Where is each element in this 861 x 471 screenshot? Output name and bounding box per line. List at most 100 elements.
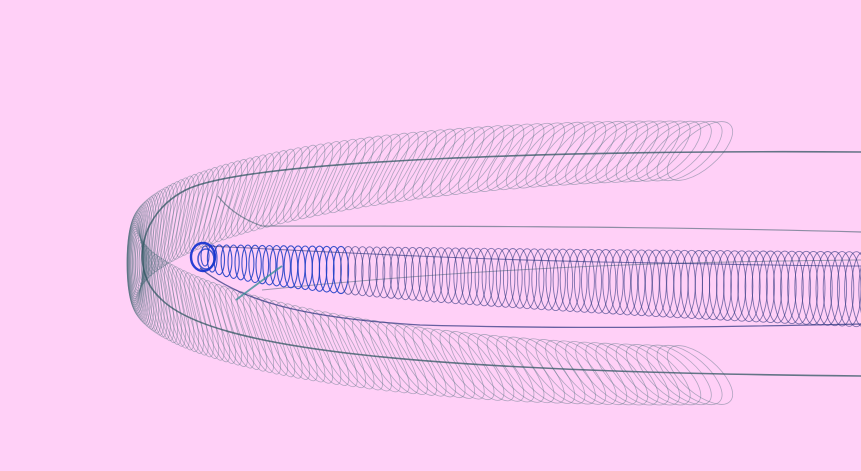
outer-coil-loop [283, 303, 326, 383]
outer-coil-loop [213, 159, 248, 243]
outer-coil-loop [160, 179, 186, 266]
inner-coil-loop [765, 250, 790, 324]
outer-coil-loop [439, 126, 495, 196]
outer-coil-loop [130, 204, 149, 293]
outer-coil-loop [208, 160, 242, 245]
inner-coil-loop [417, 247, 436, 302]
outer-coil-loop [297, 141, 342, 220]
outer-coil-loop [545, 121, 607, 187]
outer-coil-loop [385, 130, 438, 204]
outer-coil-loop [184, 168, 214, 254]
outer-coil-loop [276, 301, 318, 382]
outer-coil-loop [131, 235, 151, 324]
inner-coil-loop [595, 249, 617, 315]
inner-coil-loop [588, 248, 610, 314]
outer-coil-loop [290, 305, 334, 384]
inner-coil-loop [410, 246, 429, 302]
outer-coil-loop [136, 241, 157, 330]
outer-coil-loop [335, 314, 384, 391]
outer-coil-loop [403, 325, 456, 398]
outer-coil-loop [269, 146, 310, 226]
outer-coil-loop [148, 251, 171, 340]
outer-coil-loop [565, 121, 628, 185]
outer-coil-loop [486, 123, 545, 191]
outer-coil-loop [421, 327, 475, 399]
inner-edge-outline [217, 195, 861, 233]
inner-coil-loop [772, 250, 797, 324]
outer-coil-loop [575, 341, 638, 406]
outer-coil-loop [175, 172, 204, 258]
outer-coil-loop [335, 135, 384, 212]
outer-coil-loop [193, 165, 225, 250]
outer-coil-loop [486, 335, 545, 403]
inner-coil-loop [623, 249, 646, 316]
outer-coil-loop [585, 120, 649, 184]
outer-coil-loop [145, 188, 168, 277]
outer-coil-loop [128, 208, 147, 298]
outer-coil-loop [151, 254, 175, 342]
outer-coil-loop [157, 258, 182, 345]
outer-coil-loop [646, 120, 712, 182]
outer-coil-loop [555, 340, 617, 405]
outer-coil-loop [626, 344, 691, 406]
outer-coil-loop [269, 300, 310, 380]
outer-coil-loop [179, 170, 209, 256]
outer-coil-loop [154, 256, 178, 344]
inner-coil-loop [573, 248, 595, 313]
outer-coil-loop [255, 148, 296, 230]
outer-coil-loop [193, 276, 225, 361]
inner-coil-loop [836, 251, 861, 327]
outer-coil-edges [141, 150, 861, 377]
inner-coil-loop [354, 246, 371, 297]
outer-coil-loop [304, 140, 350, 218]
outer-coil-loop [615, 120, 680, 183]
outer-coil-loop [151, 184, 175, 272]
inner-coil-loop [389, 246, 408, 300]
inner-coil-loop [432, 247, 451, 303]
outer-coil-loop [126, 214, 144, 304]
outer-coil-loop [304, 308, 350, 386]
outer-coil-loop [237, 153, 274, 235]
inner-coil-loop [439, 247, 458, 304]
outer-coil-loop [129, 206, 148, 295]
inner-coil-loop [460, 247, 480, 306]
outer-coil-loop [605, 120, 670, 183]
inner-coil-upper-edge [204, 245, 861, 267]
inner-coil-loop [318, 245, 335, 293]
inner-coil-loop [241, 244, 255, 282]
outer-coil-loop [360, 132, 410, 208]
outer-coil-loop [385, 322, 438, 396]
inner-coil-loop [751, 250, 775, 323]
outer-coil-loop [421, 127, 475, 199]
outer-coil-loop [439, 330, 495, 400]
inner-coil-loop [340, 246, 357, 295]
outer-coil-loop [477, 123, 535, 192]
inner-coil-loop [403, 246, 422, 301]
outer-coil-loop [496, 335, 555, 404]
outer-coil-loop [496, 122, 555, 191]
outer-coil-loop [344, 315, 392, 392]
outer-coil-loop [129, 231, 148, 320]
inner-coil-loop [332, 245, 350, 295]
outer-coil-loop [328, 136, 375, 214]
outer-coil-loop [352, 317, 401, 393]
outer-coil-loop [171, 173, 200, 260]
coil-tip-inner-ring [197, 248, 215, 270]
outer-coil-loop [403, 128, 456, 201]
inner-coil-loop [581, 248, 602, 314]
outer-coil-loop [545, 339, 607, 405]
inner-coil-loop [481, 247, 501, 307]
outer-coil-loop [656, 121, 723, 181]
outer-coil-loop [448, 125, 505, 195]
outer-coil-loop [636, 120, 702, 182]
inner-coil-loop [858, 265, 861, 314]
outer-coil-loop [262, 147, 303, 228]
outer-coil-loop [667, 345, 733, 405]
outer-coil-loop [555, 121, 617, 186]
outer-coil-loop [262, 298, 303, 379]
outer-coil-loop [535, 121, 596, 187]
outer-coil-loop [157, 181, 182, 268]
outer-coil-loop [203, 280, 236, 364]
middle-edge-outline [261, 259, 861, 291]
